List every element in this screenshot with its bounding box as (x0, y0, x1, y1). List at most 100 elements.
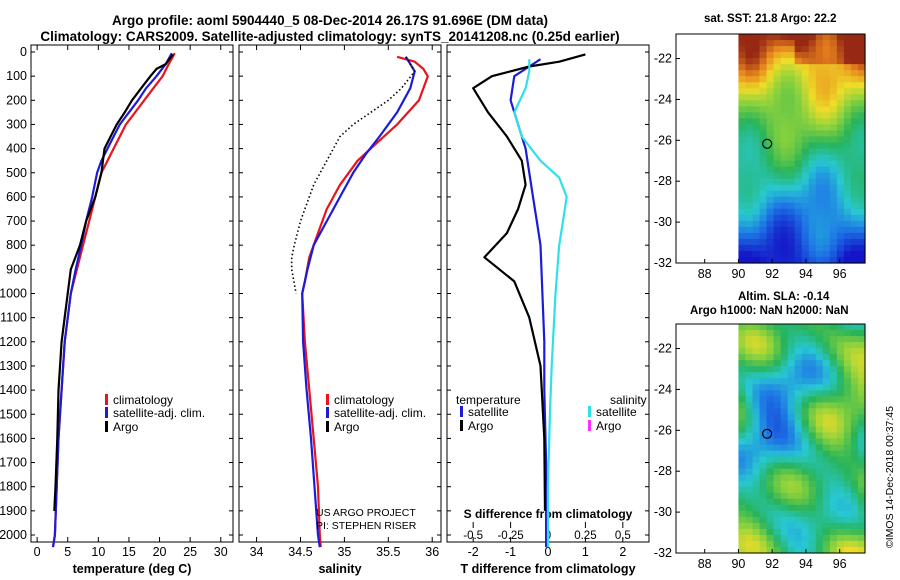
map-cell (808, 396, 817, 403)
map-cell (850, 540, 859, 548)
map-cell (780, 396, 789, 403)
map-cell (843, 34, 852, 41)
map-cell (773, 408, 782, 415)
map-cell (787, 178, 796, 186)
map-cell (752, 46, 761, 53)
map-cell (822, 378, 831, 385)
map-cell (780, 534, 789, 542)
map-cell (773, 34, 782, 41)
map-cell (745, 504, 754, 512)
map-cell (815, 390, 824, 397)
map-cell (850, 142, 859, 150)
map-cell (745, 100, 754, 107)
x-tick-label-salinity: 34 (250, 545, 264, 559)
map-cell (773, 522, 782, 530)
map-cell (857, 178, 866, 186)
map-cell (801, 420, 810, 428)
map-cell (822, 166, 831, 174)
map-cell (836, 498, 845, 506)
map-cell (752, 118, 761, 125)
map-cell (829, 256, 838, 264)
map-cell (843, 390, 852, 397)
map-cell (843, 244, 852, 252)
map-cell (815, 324, 824, 331)
map-cell (801, 250, 810, 258)
map-cell (850, 456, 859, 464)
map-cell (780, 178, 789, 186)
map-cell (773, 52, 782, 59)
map-cell (752, 166, 761, 174)
map-cell (822, 504, 831, 512)
map-cell (752, 244, 761, 252)
x-tick-label-temperature: 20 (153, 545, 167, 559)
map-cell (843, 498, 852, 506)
depth-tick-label: 1000 (0, 287, 27, 301)
map-cell (815, 534, 824, 542)
map-cell (766, 378, 775, 385)
map-cell (752, 426, 761, 434)
map-cell (836, 420, 845, 428)
map-cell (843, 256, 852, 264)
map-cell (780, 474, 789, 482)
map-cell (836, 196, 845, 204)
map-cell (738, 348, 747, 355)
map-cell (745, 244, 754, 252)
map-cell (773, 498, 782, 506)
map-cell (808, 58, 817, 65)
map-cell (808, 528, 817, 536)
map-cell (836, 414, 845, 422)
map-cell (773, 528, 782, 536)
map-cell (815, 166, 824, 174)
map-cell (829, 348, 838, 355)
map-cell (815, 154, 824, 162)
map-cell (857, 324, 866, 331)
map-cell (836, 106, 845, 113)
imos-stamp: ©IMOS 14-Dec-2018 00:37:45 (884, 406, 896, 548)
map-cell (759, 378, 768, 385)
map-cell (829, 432, 838, 440)
map-cell (822, 438, 831, 446)
map-cell (829, 390, 838, 397)
map-y-tick-label: -24 (654, 382, 672, 396)
legend-label-diff: satellite (596, 405, 637, 419)
map-cell (773, 492, 782, 500)
legend-swatch-salinity (326, 394, 329, 405)
map-cell (801, 342, 810, 349)
legend-swatch-salinity (326, 407, 329, 418)
map-cell (801, 486, 810, 494)
map-cell (787, 58, 796, 65)
map-cell (738, 88, 747, 95)
map-cell (850, 196, 859, 204)
map-cell (745, 76, 754, 83)
map-cell (780, 516, 789, 524)
map-cell (815, 336, 824, 343)
map-cell (759, 348, 768, 355)
map-cell (850, 190, 859, 198)
map-cell (843, 522, 852, 530)
map-cell (857, 432, 866, 440)
map-cell (759, 40, 768, 47)
map-x-tick-label: 94 (799, 557, 813, 571)
map-cell (808, 534, 817, 542)
map-cell (829, 456, 838, 464)
map-cell (766, 510, 775, 518)
map-cell (843, 378, 852, 385)
map-cell (766, 330, 775, 337)
map-cell (857, 112, 866, 119)
map-cell (745, 492, 754, 500)
map-cell (808, 34, 817, 41)
map-cell (766, 256, 775, 264)
map-cell (738, 546, 747, 554)
map-cell (808, 462, 817, 470)
map-cell (738, 40, 747, 47)
map-cell (738, 444, 747, 452)
x-axis-label-difference: T difference from climatology (460, 562, 635, 576)
map-cell (780, 492, 789, 500)
map-cell (773, 172, 782, 180)
map-cell (857, 396, 866, 403)
map-cell (780, 480, 789, 488)
map-cell (822, 202, 831, 210)
map-cell (857, 528, 866, 536)
map-cell (822, 420, 831, 428)
map-cell (794, 378, 803, 385)
